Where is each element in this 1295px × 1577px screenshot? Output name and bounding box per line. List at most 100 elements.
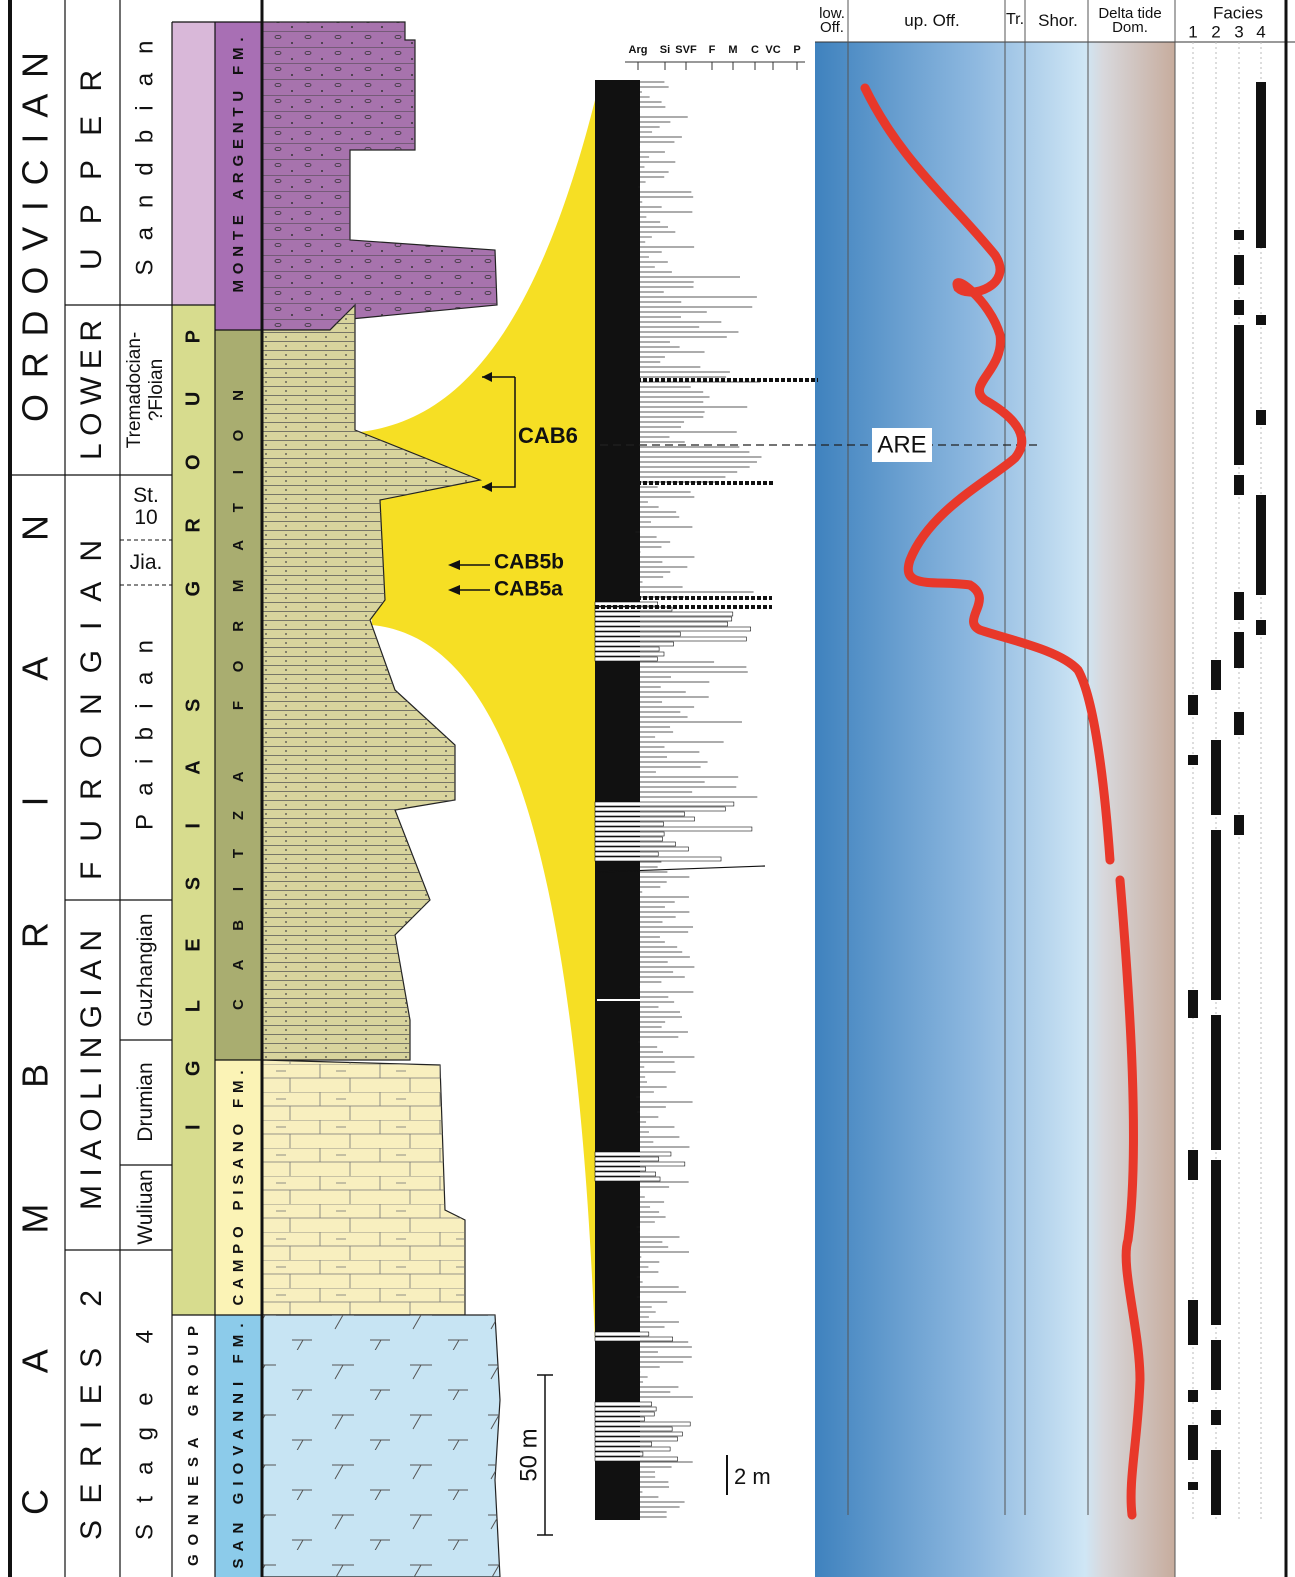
log-bed [594, 1401, 652, 1407]
facies-bar [1211, 740, 1221, 815]
facies-bar [1211, 1160, 1221, 1325]
log-bed [594, 1436, 678, 1442]
log-bed [594, 821, 664, 827]
environment-header [815, 0, 1175, 42]
stage-label-line: 10 [134, 506, 157, 529]
grain-size-label: M [728, 44, 737, 56]
grain-size-ticks [625, 61, 805, 70]
log-bed [594, 816, 695, 822]
scale-bar-ends [537, 1374, 553, 1536]
series-label: LOWER [75, 320, 108, 460]
stage-label: Drumian [134, 1062, 157, 1141]
facies-bar [1234, 815, 1244, 835]
facies-bar [1211, 1450, 1221, 1515]
series-label: MIAOLINGIAN [75, 930, 108, 1210]
fm-fill-cabitza [215, 330, 262, 1060]
log-base [595, 80, 640, 1520]
stage-label-line: Drumian [134, 1062, 157, 1141]
facies-bars [1188, 82, 1266, 1515]
log-bed [594, 1171, 656, 1177]
group-fill-gonnesa [172, 1315, 215, 1577]
stage-label: Stage 4 [131, 1330, 158, 1540]
facies-bar [1256, 315, 1266, 325]
facies-guides [1192, 42, 1262, 1520]
stage-label-line: Tremadocian- [124, 332, 145, 449]
environment-label: Shor. [1038, 11, 1078, 30]
are-label-box [872, 428, 932, 462]
grain-size-label: F [709, 44, 716, 56]
facies-number: 1 [1188, 22, 1197, 41]
facies-bar [1188, 755, 1198, 765]
facies-bar [1234, 325, 1244, 465]
facies-bar [1211, 1015, 1221, 1150]
environment-label: Tr. [1006, 11, 1024, 28]
formation-label: MONTE ARGENTU FM. [230, 38, 247, 293]
environment-label-line: up. Off. [904, 11, 959, 30]
stage-label: Guzhangian [134, 913, 157, 1026]
facies-bar [1211, 660, 1221, 690]
stage-label: Tremadocian-?Floian [124, 332, 167, 449]
log-bed [594, 626, 751, 632]
facies-number: 3 [1234, 22, 1243, 41]
environment-label-line: Tr. [1006, 11, 1024, 28]
facies-number: 4 [1256, 22, 1265, 41]
column-borders [8, 0, 264, 1577]
environment-label: low. Off. [819, 5, 845, 36]
facies-bar [1234, 300, 1244, 315]
group-fill-ordovician [172, 22, 215, 305]
facies-title: Facies [1213, 3, 1263, 22]
log-bed [594, 1166, 647, 1172]
facies-bar [1188, 990, 1198, 1018]
facies-bar [1234, 230, 1244, 240]
log-bed [594, 651, 665, 657]
correlation-funnel [360, 80, 600, 1520]
facies-bar [1188, 695, 1198, 715]
grain-size-label: C [751, 44, 759, 56]
sea-level-curve [860, 83, 1115, 865]
environment-panel [815, 0, 1175, 1577]
sample-label: CAB5b [494, 551, 564, 574]
log-bed [594, 1151, 672, 1157]
log-bed [594, 1331, 650, 1337]
environment-label-line: Dom. [1112, 19, 1148, 36]
log-bed [594, 1456, 678, 1462]
stage-label: Paibian [131, 640, 158, 830]
facies-bar [1188, 1390, 1198, 1402]
facies-bar [1234, 592, 1244, 620]
log-bed [594, 636, 747, 642]
log-bed [594, 1426, 673, 1432]
fm-fill-campo-pisano [215, 1060, 262, 1315]
log-bed [594, 1416, 645, 1422]
log-bed [594, 1431, 683, 1437]
log-bed [594, 851, 659, 857]
facies-number: 2 [1211, 22, 1220, 41]
detailed-log [594, 80, 818, 1520]
log-bed [594, 646, 660, 652]
log-bed [594, 1406, 657, 1412]
lith-campo-pisano-texture [262, 1060, 465, 1315]
stage-label-line: ?Floian [146, 359, 167, 421]
scale-label: 2 m [734, 1464, 771, 1489]
log-arrow [597, 865, 766, 873]
system-label: CAMBRIAN [15, 515, 56, 1515]
environment-label-line: Delta tide [1098, 5, 1161, 22]
environment-label-line: Off. [820, 19, 844, 36]
log-bed [594, 831, 665, 837]
stage-label: Wuliuan [134, 1169, 157, 1245]
sample-label: CAB6 [518, 423, 578, 448]
environment-label-line: low. [819, 5, 845, 22]
series-label: SERIES 2 [75, 1290, 108, 1540]
facies-bar [1188, 1300, 1198, 1345]
sample-label: CAB5a [494, 578, 563, 601]
environment-dividers [847, 0, 1176, 1577]
log-bed [594, 841, 676, 847]
log-bed [594, 806, 726, 812]
environment-label-line: Shor. [1038, 11, 1078, 30]
grain-size-label: Arg [629, 44, 648, 56]
lith-san-giovanni-texture [262, 1315, 500, 1577]
log-bed [594, 1411, 655, 1417]
facies-bar [1256, 82, 1266, 248]
facies-bar [1188, 1425, 1198, 1460]
